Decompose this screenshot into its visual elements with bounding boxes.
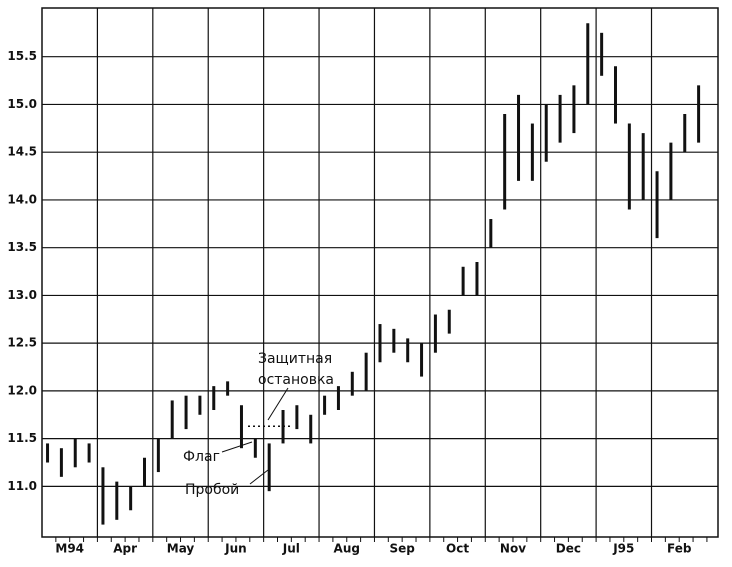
x-tick-label: Sep bbox=[389, 542, 415, 556]
x-tick-label: Apr bbox=[113, 542, 137, 556]
x-tick-label: Dec bbox=[556, 542, 581, 556]
x-tick-label: Jun bbox=[224, 542, 247, 556]
y-tick-label: 11.5 bbox=[7, 431, 37, 445]
y-tick-label: 12.5 bbox=[7, 336, 37, 350]
x-tick-label: Nov bbox=[500, 542, 526, 556]
y-tick-label: 15.0 bbox=[7, 97, 37, 111]
arrow bbox=[249, 469, 269, 485]
plot-frame bbox=[41, 7, 719, 538]
x-tick-label: May bbox=[167, 542, 195, 556]
y-tick-label: 14.5 bbox=[7, 145, 37, 159]
x-tick-label: Feb bbox=[667, 542, 692, 556]
x-tick-label: M94 bbox=[55, 542, 84, 556]
x-tick-label: Aug bbox=[334, 542, 360, 556]
x-tick-label: Jul bbox=[282, 542, 300, 556]
y-tick-label: 15.5 bbox=[7, 49, 37, 63]
y-tick-label: 13.5 bbox=[7, 240, 37, 254]
y-tick-label: 11.0 bbox=[7, 479, 37, 493]
annotation: остановка bbox=[258, 372, 334, 388]
y-tick-label: 14.0 bbox=[7, 192, 37, 206]
y-tick-label: 13.0 bbox=[7, 288, 37, 302]
annotation: Пробой bbox=[185, 482, 239, 498]
x-tick-label: J95 bbox=[612, 542, 634, 556]
arrow bbox=[267, 387, 289, 421]
x-tick-label: Oct bbox=[446, 542, 469, 556]
y-tick-label: 12.0 bbox=[7, 383, 37, 397]
annotation: Флаг bbox=[183, 449, 220, 465]
arrow bbox=[221, 441, 253, 453]
annotation: Защитная bbox=[258, 351, 332, 367]
